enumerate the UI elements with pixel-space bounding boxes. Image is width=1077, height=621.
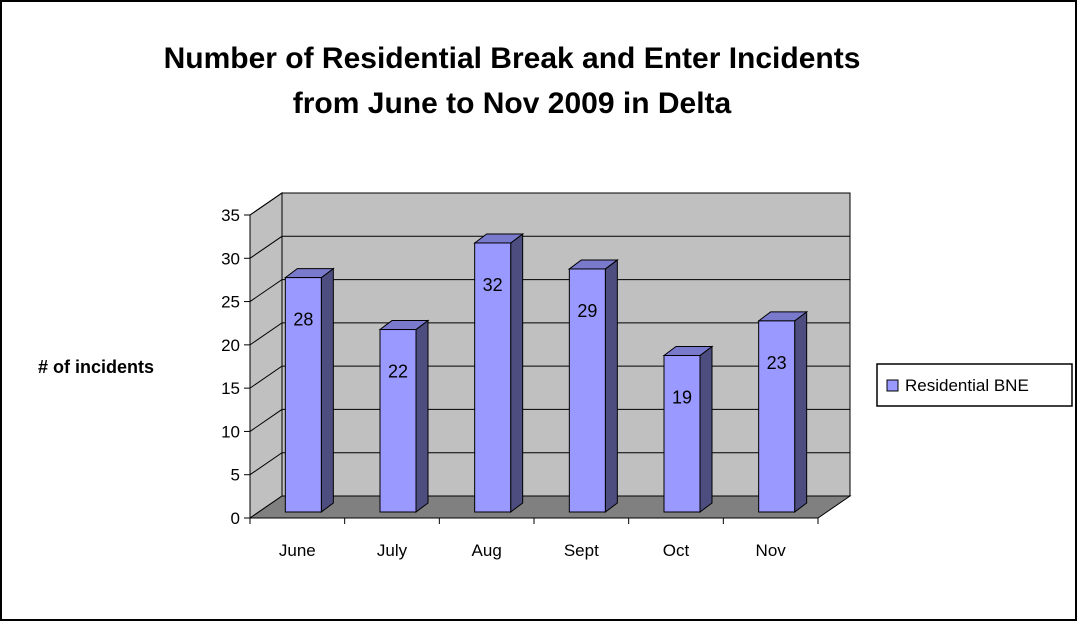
data-label: 29	[577, 301, 597, 321]
bar	[283, 267, 335, 513]
bars	[283, 232, 809, 513]
gridline	[249, 322, 850, 346]
chart-title-line-2: from June to Nov 2009 in Delta	[292, 87, 732, 120]
y-tick-label: 10	[221, 422, 240, 441]
bar	[567, 258, 619, 513]
x-tick-label: July	[377, 541, 408, 560]
x-tick-label: June	[279, 541, 316, 560]
gridline	[249, 279, 850, 302]
gridline	[249, 408, 850, 432]
legend-box	[876, 363, 1073, 407]
gridline	[249, 192, 850, 216]
data-label: 19	[672, 388, 692, 408]
x-tick-label: Aug	[472, 541, 502, 560]
bar-side	[604, 258, 618, 513]
bar-front	[379, 329, 417, 513]
bar-front	[568, 268, 606, 513]
bar-side	[699, 345, 713, 513]
y-tick-label: 35	[221, 206, 240, 225]
bar	[662, 345, 714, 513]
y-tick-label: 25	[221, 293, 240, 312]
legend-swatch	[886, 379, 899, 392]
x-tick-label: Sept	[564, 541, 599, 560]
data-label: 32	[483, 275, 503, 295]
y-axis-label: # of incidents	[38, 357, 155, 377]
y-tick-label: 15	[221, 379, 240, 398]
gridline	[249, 235, 850, 259]
axes	[244, 214, 819, 524]
bar-front	[663, 355, 701, 513]
data-label: 23	[767, 353, 787, 373]
gridline	[249, 452, 850, 476]
y-tick-label: 20	[221, 336, 240, 355]
x-tick-label: Nov	[756, 541, 787, 560]
bar-front	[474, 242, 512, 513]
y-tick-label: 30	[221, 249, 240, 268]
side-wall	[249, 192, 283, 519]
labels: 0 5 10 15 20 25 30 35 28 June 22 July 32 Aug 29 Sept 19 O…	[221, 206, 787, 560]
bar	[378, 319, 430, 513]
data-label: 28	[293, 310, 313, 330]
x-tick-label: Oct	[663, 541, 690, 560]
y-tick-label: 0	[231, 509, 240, 528]
bar-front	[758, 320, 796, 513]
chart-title: Number of Residential Break and Enter In…	[62, 36, 962, 126]
legend: Residential BNE	[876, 363, 1073, 407]
bar-side	[320, 267, 334, 513]
bar	[757, 310, 809, 513]
gridlines	[249, 192, 850, 476]
y-tick-label: 5	[231, 466, 240, 485]
chart-title-line-1: Number of Residential Break and Enter In…	[163, 42, 861, 75]
legend-label: Residential BNE	[905, 376, 1029, 395]
bar-side	[415, 319, 429, 513]
bar	[473, 232, 525, 513]
bar-front	[284, 277, 322, 513]
data-label: 22	[388, 362, 408, 382]
bar-side	[794, 310, 808, 513]
gridline	[249, 365, 850, 389]
bar-side	[510, 232, 524, 513]
